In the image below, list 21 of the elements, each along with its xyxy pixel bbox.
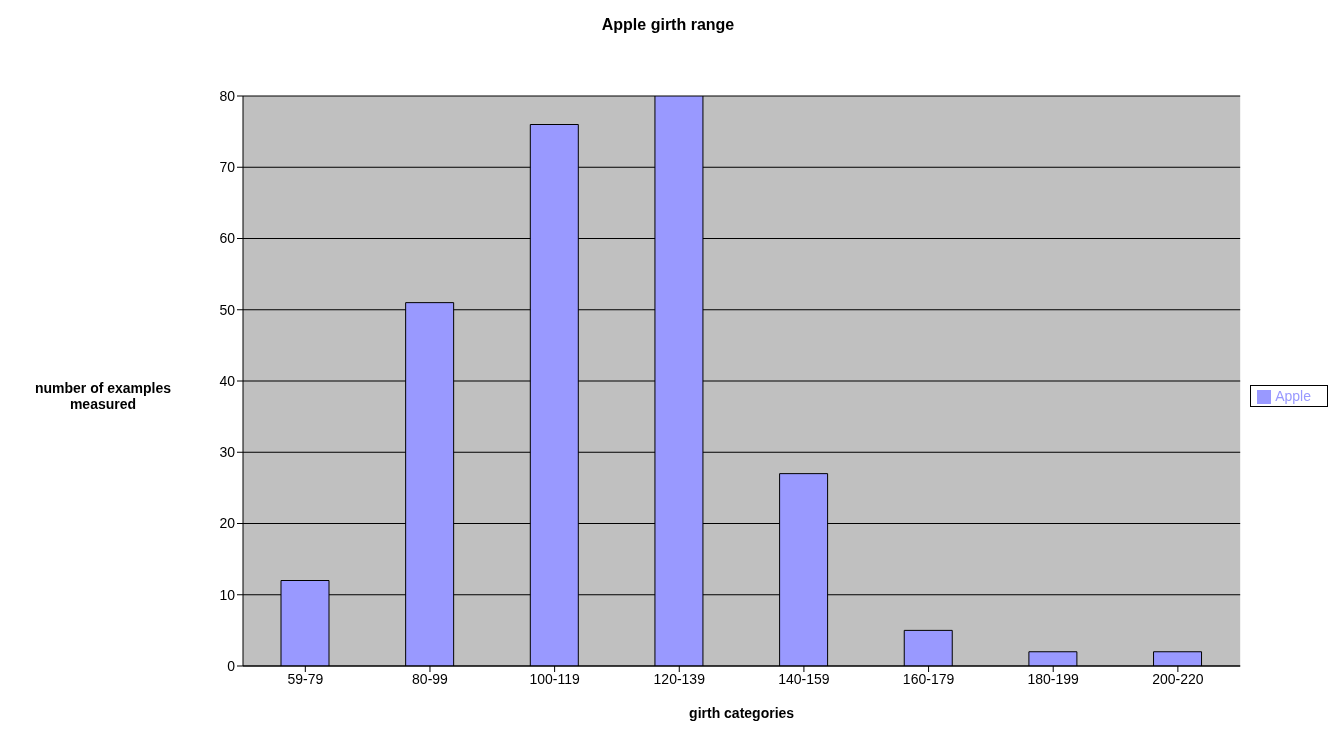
y-tick-label: 0 [227,657,236,674]
y-axis-title: number of examples measured [33,380,173,412]
y-tick-label: 20 [219,515,236,532]
y-tick-label: 30 [219,444,236,461]
legend-label: Apple [1275,387,1311,404]
x-tick-label: 80-99 [412,670,449,687]
x-tick-label: 200-220 [1152,670,1204,687]
y-tick-label: 80 [219,87,236,104]
y-tick-label: 40 [219,372,236,389]
chart-title: Apple girth range [600,15,736,35]
y-tick-label: 70 [219,159,236,176]
y-tick-label: 60 [219,230,236,247]
x-tick-label: 180-199 [1027,670,1080,687]
x-axis-title: girth categories [689,705,795,721]
x-tick-label: 120-139 [653,670,706,687]
x-tick-label: 160-179 [902,670,955,687]
x-tick-label: 140-159 [778,670,830,687]
x-tick-label: 100-119 [529,670,580,687]
x-tick-label: 59-79 [287,670,324,687]
y-tick-label: 10 [219,586,236,603]
y-tick-label: 50 [219,301,236,318]
